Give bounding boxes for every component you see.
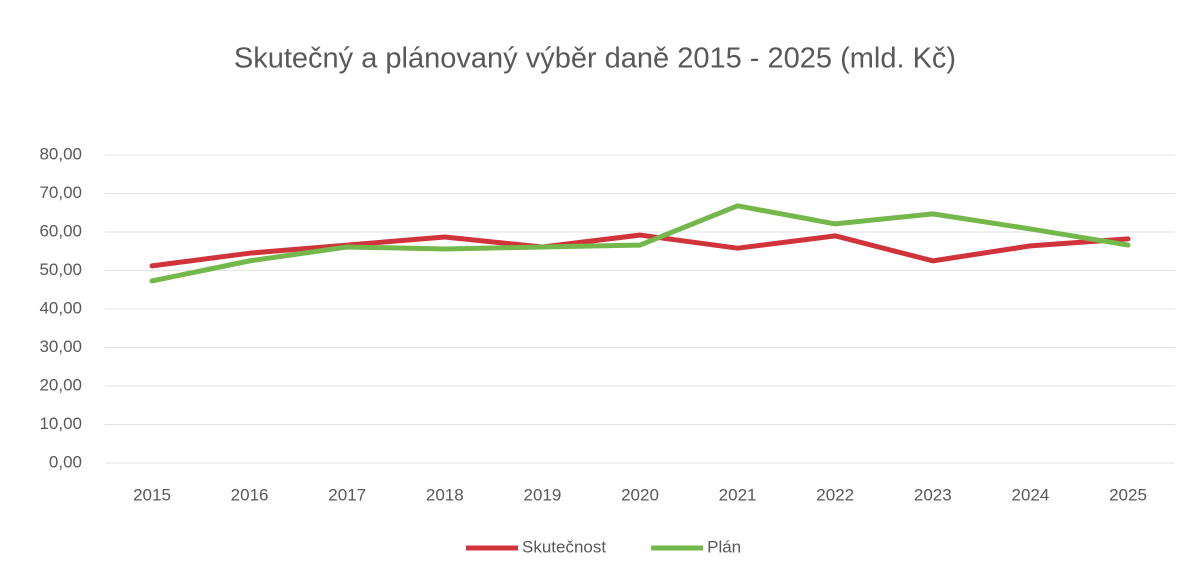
y-tick-label: 70,00 xyxy=(39,183,82,202)
x-tick-label: 2017 xyxy=(328,485,366,504)
series-line xyxy=(149,232,1131,269)
x-tick-label: 2020 xyxy=(621,485,659,504)
y-tick-label: 50,00 xyxy=(39,260,82,279)
y-tick-label: 80,00 xyxy=(39,144,82,163)
x-tick-label: 2021 xyxy=(719,485,757,504)
x-tick-label: 2025 xyxy=(1109,485,1147,504)
y-tick-label: 10,00 xyxy=(39,414,82,433)
legend-label: Skutečnost xyxy=(522,537,606,556)
x-tick-label: 2018 xyxy=(426,485,464,504)
x-tick-label: 2022 xyxy=(816,485,854,504)
x-tick-label: 2019 xyxy=(523,485,561,504)
x-tick-label: 2024 xyxy=(1011,485,1049,504)
y-tick-label: 20,00 xyxy=(39,375,82,394)
x-tick-label: 2015 xyxy=(133,485,171,504)
x-tick-label: 2023 xyxy=(914,485,952,504)
y-tick-label: 60,00 xyxy=(39,221,82,240)
chart-title: Skutečný a plánovaný výběr daně 2015 - 2… xyxy=(234,43,956,75)
x-tick-label: 2016 xyxy=(231,485,269,504)
series-line xyxy=(149,203,1131,284)
y-tick-label: 0,00 xyxy=(49,452,82,471)
y-tick-label: 40,00 xyxy=(39,298,82,317)
legend-label: Plán xyxy=(707,537,741,556)
y-tick-label: 30,00 xyxy=(39,337,82,356)
